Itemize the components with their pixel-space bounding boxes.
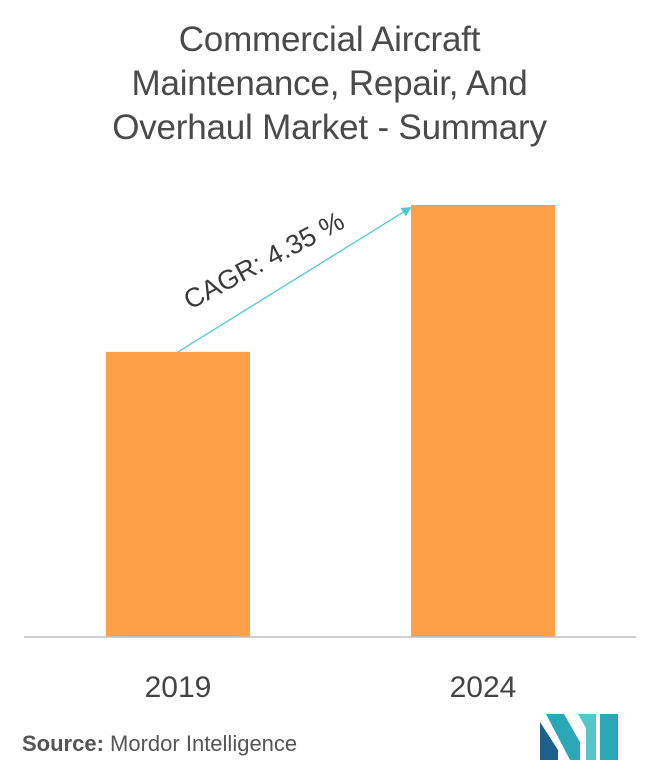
x-tick-labels: 2019 2024 xyxy=(145,671,517,704)
chart-title-line-2: Maintenance, Repair, And xyxy=(131,64,528,103)
source-label: Source: xyxy=(22,731,104,756)
bar-chart: 2019 2024 CAGR: 4.35 % xyxy=(24,205,636,704)
x-tick-label-2024: 2024 xyxy=(450,671,517,704)
x-tick-label-2019: 2019 xyxy=(145,671,212,704)
chart-title: Commercial Aircraft Maintenance, Repair,… xyxy=(0,18,659,150)
source-text: Mordor Intelligence xyxy=(110,731,298,756)
source-note: Source: Mordor Intelligence xyxy=(22,731,297,757)
mordor-intelligence-logo xyxy=(540,714,618,760)
bar-2024 xyxy=(411,205,555,637)
bar-2019 xyxy=(106,351,250,637)
chart-title-line-1: Commercial Aircraft xyxy=(178,20,481,59)
logo-shape-mid-left xyxy=(546,714,580,760)
logo-shape-mid-right xyxy=(578,714,596,760)
logo-shape-right xyxy=(600,714,618,760)
chart-title-line-3: Overhaul Market - Summary xyxy=(112,108,547,147)
cagr-arrow xyxy=(177,206,412,353)
logo-shape-left xyxy=(540,722,558,760)
bars-group xyxy=(106,205,555,637)
